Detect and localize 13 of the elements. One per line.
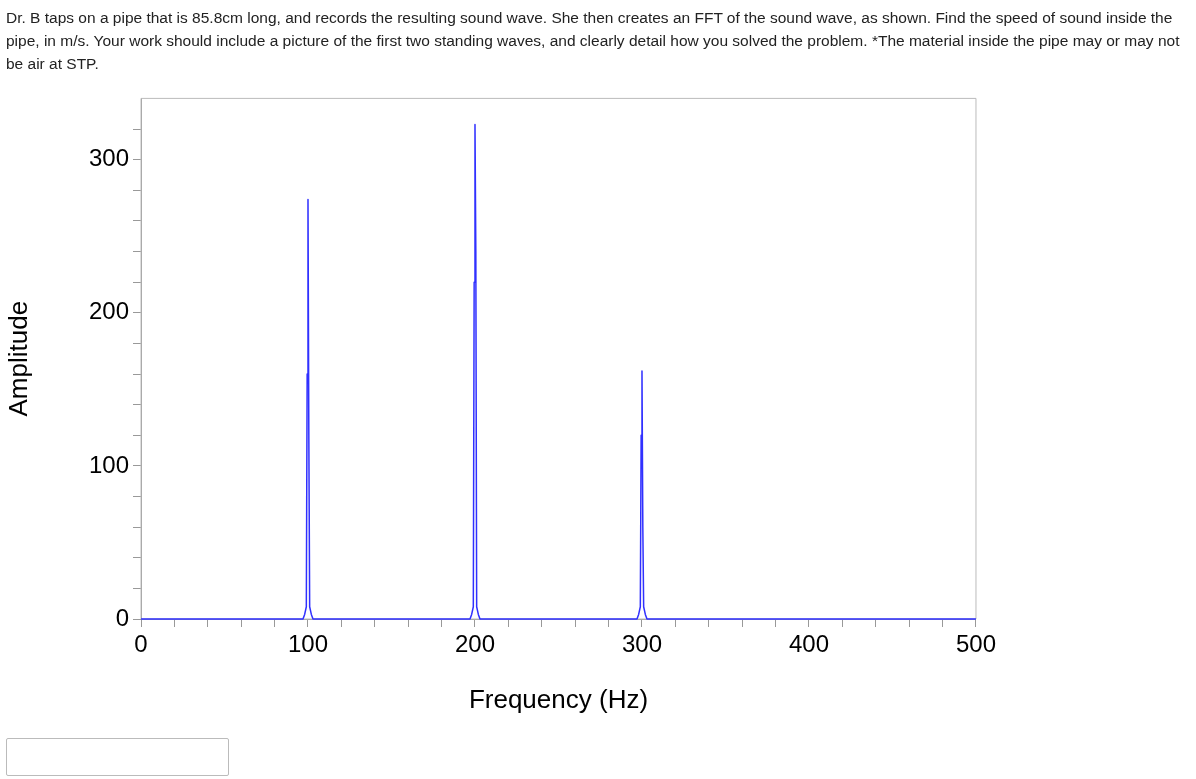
x-tick-label: 300 [621, 630, 663, 658]
x-tick-label: 400 [788, 630, 830, 658]
x-tick-label: 0 [134, 630, 148, 658]
y-tick-label: 200 [88, 297, 129, 325]
y-tick-label: 0 [115, 603, 129, 631]
x-tick-label: 100 [287, 630, 329, 658]
y-axis-title: Amplitude [2, 300, 33, 417]
x-tick-label: 500 [955, 630, 996, 658]
y-tick-label: 300 [88, 144, 129, 172]
x-axis-title: Frequency (Hz) [468, 683, 649, 714]
y-tick-label: 100 [88, 450, 129, 478]
chart-title: Dr. B taps on a pipe that is 85.8cm long, and records the resulting sound wave. She then creates an FFT of the sound wave, as shown. Find the speed of sound inside the pipe, in m/s. Your work should include a picture of the first two standing waves, and clearly detail how you solved the problem. *The material inside the pipe may or may not be air at STP. [6, 8, 1181, 74]
x-tick-label: 200 [454, 630, 496, 658]
